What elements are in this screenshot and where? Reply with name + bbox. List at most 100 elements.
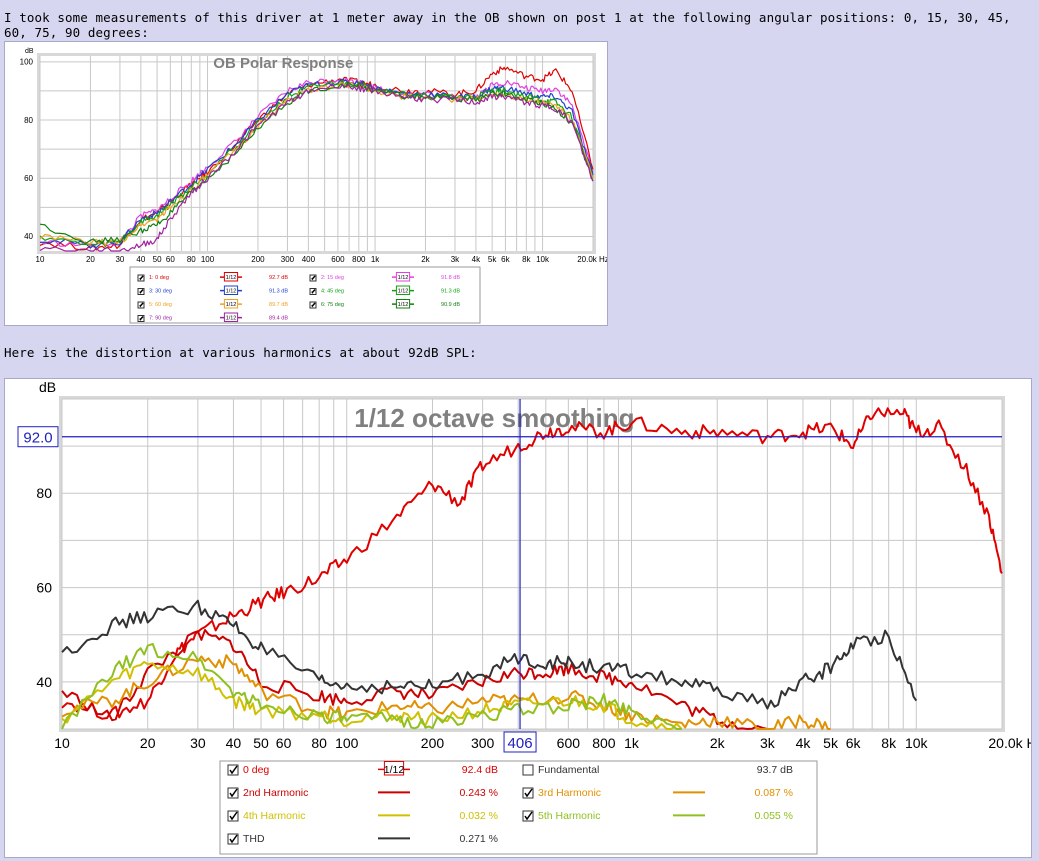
series-line-thd bbox=[61, 599, 918, 710]
legend-smoothing-label: 1/12 bbox=[226, 316, 237, 322]
plot-area bbox=[40, 56, 593, 251]
legend-value: 89.4 dB bbox=[269, 316, 288, 322]
intro-text: I took some measurements of this driver … bbox=[4, 10, 1011, 40]
legend-series-name: 7: 90 deg bbox=[149, 316, 172, 322]
legend-series-name: 3rd Harmonic bbox=[538, 787, 601, 799]
legend-checkmark bbox=[311, 302, 316, 308]
series-line-3rd-harmonic bbox=[61, 654, 831, 730]
x-tick-label: 3k bbox=[451, 255, 460, 264]
legend-series-name: 5th Harmonic bbox=[538, 810, 600, 822]
legend-checkbox bbox=[227, 833, 239, 845]
legend-checkbox bbox=[522, 764, 534, 776]
x-tick-label: 20.0k Hz bbox=[577, 255, 607, 264]
x-tick-label: 4k bbox=[472, 255, 481, 264]
x-tick-label: 6k bbox=[501, 255, 510, 264]
series-line-7-90-deg bbox=[39, 83, 594, 252]
x-tick-label: 5k bbox=[823, 735, 839, 751]
x-tick-label: 50 bbox=[253, 735, 269, 751]
series-line-2nd-harmonic bbox=[61, 629, 768, 730]
y-tick-label: 60 bbox=[24, 174, 33, 183]
series-line-0-deg bbox=[61, 407, 1003, 720]
y-tick-label: 60 bbox=[36, 579, 52, 595]
legend-checkbox bbox=[227, 810, 239, 822]
x-tick-label: 40 bbox=[226, 735, 242, 751]
series-line-4-45-deg bbox=[39, 79, 594, 248]
y-axis-label: dB bbox=[39, 379, 56, 395]
legend-checkbox bbox=[227, 787, 239, 799]
legend-value: 92.4 dB bbox=[462, 764, 498, 776]
x-tick-label: 80 bbox=[187, 255, 196, 264]
x-tick-label: 10 bbox=[36, 255, 45, 264]
legend-checkbox bbox=[522, 810, 534, 822]
legend-series-name: 2: 15 deg bbox=[321, 275, 344, 281]
x-tick-label: 10 bbox=[54, 735, 70, 751]
legend-value: 90.9 dB bbox=[441, 302, 460, 308]
legend-series-name: 2nd Harmonic bbox=[243, 787, 308, 799]
legend-series-name: 5: 60 deg bbox=[149, 302, 172, 308]
legend-value: 0.087 % bbox=[754, 787, 793, 799]
distortion-chart: dB 40 60 80 10 20 30 40 50 60 80 100 200 300 600 800 1k 2… bbox=[17, 379, 1039, 855]
legend-value: 91.8 dB bbox=[441, 275, 460, 281]
legend-series-name: 0 deg bbox=[243, 764, 269, 776]
legend-checkbox bbox=[227, 764, 239, 776]
legend-smoothing-box bbox=[223, 312, 239, 322]
legend-checkmark bbox=[311, 289, 316, 294]
cursor-x-box bbox=[503, 731, 537, 753]
x-tick-label: 8k bbox=[522, 255, 531, 264]
x-tick-label: 3k bbox=[760, 735, 776, 751]
distortion-panel: dB 40 60 80 10 20 30 40 50 60 80 100 200 300 600 800 1k 2… bbox=[4, 378, 1039, 858]
legend-value: 91.3 dB bbox=[441, 289, 460, 295]
x-tick-label: 300 bbox=[471, 735, 495, 751]
legend-checkmark bbox=[229, 788, 238, 798]
x-tick-label: 100 bbox=[201, 255, 215, 264]
y-tick-label: 40 bbox=[36, 674, 52, 690]
legend-smoothing-box bbox=[223, 272, 239, 282]
chart-title: OB Polar Response bbox=[213, 55, 353, 72]
legend-checkmark bbox=[139, 289, 144, 294]
plot-area bbox=[62, 399, 1002, 729]
legend-smoothing-box bbox=[395, 299, 411, 309]
cursor-x-label: 406 bbox=[508, 735, 533, 752]
legend-checkmark bbox=[311, 275, 316, 281]
y-tick-label: 80 bbox=[36, 485, 52, 501]
legend-smoothing-label: 1/12 bbox=[226, 289, 237, 295]
y-tick-label: 100 bbox=[20, 58, 34, 67]
x-tick-label: 30 bbox=[190, 735, 206, 751]
legend-box bbox=[129, 266, 481, 324]
x-tick-label: 600 bbox=[557, 735, 581, 751]
legend-smoothing-label: 1/12 bbox=[226, 302, 237, 308]
legend-series-name: 4th Harmonic bbox=[243, 810, 305, 822]
x-tick-label: 5k bbox=[488, 255, 497, 264]
distortion-intro-text: Here is the distortion at various harmon… bbox=[4, 345, 477, 360]
legend-series-name: 3: 30 deg bbox=[149, 289, 172, 295]
legend-smoothing-label: 1/12 bbox=[398, 275, 409, 281]
x-tick-label: 2k bbox=[421, 255, 430, 264]
legend-smoothing-box bbox=[395, 285, 411, 295]
cursor-y-label: 92.0 bbox=[23, 430, 52, 447]
series-line-5th-harmonic bbox=[61, 642, 682, 730]
x-tick-label: 10k bbox=[905, 735, 929, 751]
legend-checkmark bbox=[139, 275, 144, 281]
x-tick-label: 20 bbox=[140, 735, 156, 751]
x-tick-label: 40 bbox=[136, 255, 145, 264]
x-tick-label: 50 bbox=[153, 255, 162, 264]
legend-smoothing-box bbox=[223, 299, 239, 309]
legend-smoothing-box bbox=[383, 761, 405, 776]
x-tick-label: 800 bbox=[592, 735, 616, 751]
x-tick-label: 4k bbox=[796, 735, 812, 751]
legend-value: 89.7 dB bbox=[269, 302, 288, 308]
x-tick-label: 100 bbox=[335, 735, 359, 751]
x-tick-label: 80 bbox=[311, 735, 327, 751]
legend-box bbox=[219, 760, 818, 855]
y-tick-label: 80 bbox=[24, 116, 33, 125]
legend-checkmark bbox=[229, 811, 238, 821]
x-tick-label: 20.0k Hz bbox=[988, 735, 1031, 751]
x-tick-label: 1k bbox=[371, 255, 380, 264]
legend-value: 0.055 % bbox=[754, 810, 793, 822]
legend-checkbox bbox=[522, 787, 534, 799]
legend-checkmark bbox=[524, 811, 533, 821]
legend-smoothing-label: 1/12 bbox=[398, 289, 409, 295]
legend-checkmark bbox=[139, 316, 144, 321]
polar-response-panel: dB 40 60 80 100 10 20 30 40 50 60 80 100 200 300 400 600… bbox=[4, 41, 609, 326]
polar-response-chart: dB 40 60 80 100 10 20 30 40 50 60 80 100 200 300 400 600… bbox=[20, 48, 609, 324]
